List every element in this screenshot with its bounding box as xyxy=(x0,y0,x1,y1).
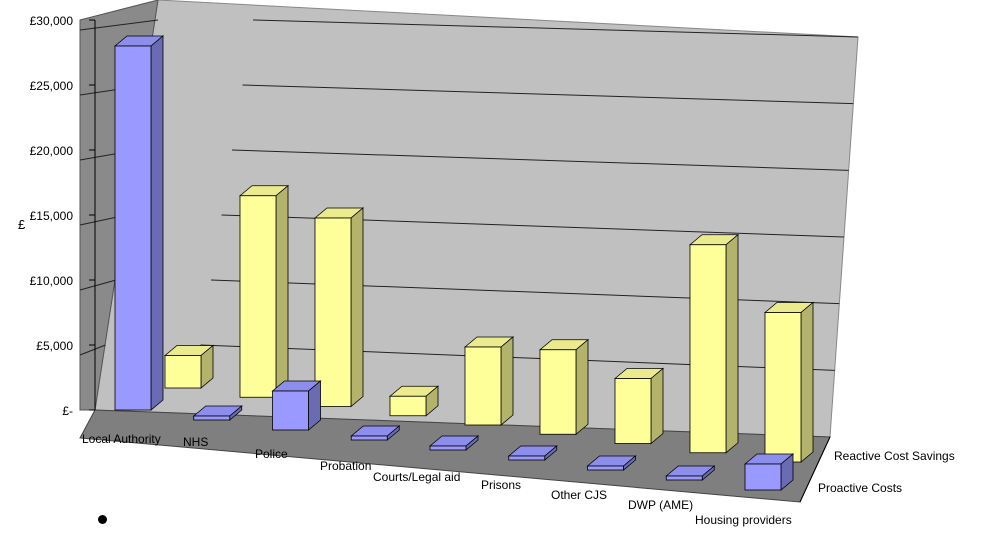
bar-proactive xyxy=(428,435,480,451)
bar-reactive xyxy=(313,207,365,408)
x-axis-labels: Local Authority NHS Police ProbationCourts/… xyxy=(82,432,792,527)
bar-proactive xyxy=(586,455,637,471)
bar-proactive xyxy=(113,35,165,411)
bar-proactive xyxy=(271,380,322,431)
gridline-side xyxy=(79,279,117,291)
x-tick-label: Other CJS xyxy=(551,488,607,502)
bar-proactive xyxy=(665,465,716,481)
x-tick-label: Courts/Legal aid xyxy=(373,470,460,484)
bar-proactive xyxy=(743,453,795,491)
y-tick-label: £10,000 xyxy=(30,274,74,288)
series-label: Proactive Costs xyxy=(818,481,902,495)
bar-reactive xyxy=(163,344,215,389)
x-tick-label: DWP (AME) xyxy=(628,498,693,512)
depth-axis-line xyxy=(799,436,831,503)
bar-reactive xyxy=(688,233,740,454)
y-axis: £- £5,000 £10,000 £15,000 £20,000 £25,000 £30,… xyxy=(30,14,95,418)
bar-reactive xyxy=(763,301,815,463)
y-tick-label: £30,000 xyxy=(30,14,74,28)
y-axis-title: £ xyxy=(18,217,26,232)
y-tick-label: £20,000 xyxy=(30,144,74,158)
bar-proactive xyxy=(350,425,401,441)
y-tick-label: £- xyxy=(62,404,73,418)
gridline-side xyxy=(79,344,106,356)
gridline xyxy=(242,84,854,105)
bullet-dot xyxy=(98,515,107,524)
gridline xyxy=(252,19,859,38)
gridline xyxy=(231,149,849,171)
x-tick-label: Probation xyxy=(320,459,371,473)
bar-proactive xyxy=(507,445,558,461)
bar-reactive xyxy=(538,338,590,436)
bar-reactive xyxy=(238,184,290,399)
bar-proactive xyxy=(192,405,243,421)
bar-reactive xyxy=(388,385,440,417)
y-tick-label: £25,000 xyxy=(30,79,74,93)
x-tick-label: Housing providers xyxy=(695,513,792,527)
bars xyxy=(113,35,815,491)
bar-reactive xyxy=(613,367,665,445)
bar-reactive xyxy=(463,336,515,426)
y-tick-label: £15,000 xyxy=(30,209,74,223)
x-tick-label: Local Authority xyxy=(82,432,161,446)
x-tick-label: NHS xyxy=(183,435,208,449)
series-axis-labels: Proactive Costs Reactive Cost Savings xyxy=(799,436,955,503)
series-label: Reactive Cost Savings xyxy=(834,449,955,463)
gridline-side xyxy=(79,19,159,31)
x-tick-label: Police xyxy=(255,447,288,461)
x-tick-label: Prisons xyxy=(481,478,521,492)
y-tick-label: £5,000 xyxy=(36,339,73,353)
